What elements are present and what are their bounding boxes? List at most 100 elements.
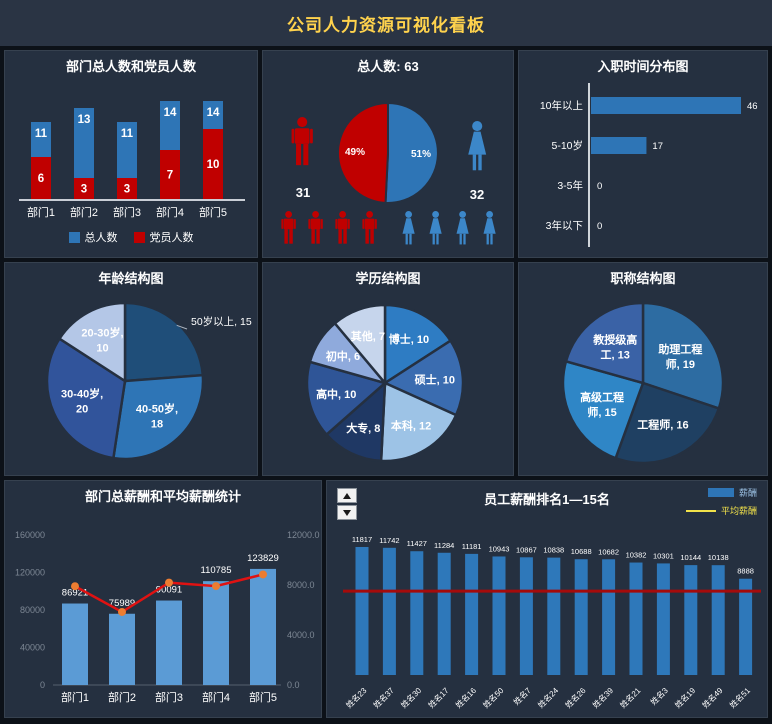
value-label: 17	[652, 141, 663, 152]
employee-name-label: 姓名21	[618, 685, 643, 710]
pie-slice	[111, 373, 205, 461]
legend-item-party: 党员人数	[133, 229, 194, 245]
panel-dept-salary: 部门总薪酬和平均薪酬统计 160000 120000 80000 40000 0 1200…	[4, 480, 322, 718]
party-value-label: 3	[81, 184, 87, 196]
woman-icon	[456, 211, 469, 245]
label-leader-line	[176, 324, 188, 330]
bar-value-label: 10943	[489, 544, 510, 553]
panel-education-structure: 学历结构图 博士, 10 硕士, 10 本科, 12 大专, 8 高中, 10 初中, 6…	[262, 262, 514, 476]
pie-label-line: 18	[151, 418, 163, 430]
bar	[591, 137, 647, 154]
age-pie-chart: 50岁以上, 15 40-50岁, 18 30-40岁, 20 20-30岁, 10	[45, 301, 252, 461]
employee-name-label: 姓名7	[511, 685, 533, 707]
bar-total-segment	[160, 101, 180, 150]
employee-name-label: 姓名23	[344, 685, 369, 710]
chart-title-ranking: 员工薪酬排名1—15名	[484, 492, 610, 507]
bar-value-label: 86921	[62, 588, 88, 599]
chart-title-gender: 总人数: 63	[357, 59, 419, 74]
value-label: 46	[747, 101, 758, 112]
bar	[656, 563, 670, 675]
right-axis-tick: 4000.0	[287, 630, 315, 640]
data-point-marker	[118, 607, 126, 616]
man-icon	[291, 117, 313, 166]
employee-name-label: 姓名30	[399, 685, 424, 710]
right-axis-tick: 12000.0	[287, 530, 320, 540]
category-label: 部门3	[113, 205, 141, 219]
bar-value-label: 10144	[680, 553, 701, 562]
pie-label-line: 教授级高	[592, 332, 637, 346]
data-point-marker	[71, 582, 79, 591]
legend-label-total: 总人数	[84, 232, 118, 244]
right-axis-tick: 0.0	[287, 680, 300, 690]
bar	[410, 551, 424, 675]
bar	[250, 568, 276, 685]
spin-down-button[interactable]	[337, 505, 357, 520]
pie-slice	[384, 101, 439, 204]
chart-title-hire: 入职时间分布图	[597, 59, 689, 74]
triangle-up-icon	[343, 492, 351, 499]
category-label: 3-5年	[557, 179, 583, 192]
total-value-label: 14	[164, 107, 177, 119]
pie-label: 教授级高工, 13	[592, 332, 637, 361]
bar	[492, 556, 506, 675]
bar	[711, 565, 725, 675]
data-point-marker	[212, 582, 220, 591]
percent-label: 51%	[411, 149, 431, 160]
bar-value-label: 123829	[247, 553, 279, 564]
category-label: 5-10岁	[551, 139, 583, 152]
pie-slice	[561, 359, 645, 460]
panel-salary-ranking: 员工薪酬排名1—15名 薪酬 平均薪酬 11817 姓名23 11742 姓名37 11…	[326, 480, 768, 718]
pie-label: 大专, 8	[346, 421, 380, 435]
man-icon	[362, 211, 377, 244]
bar-value-label: 10838	[543, 546, 564, 555]
pie-slice	[336, 101, 389, 204]
category-label: 3年以下	[546, 219, 583, 232]
female-count-label: 32	[470, 187, 484, 202]
panel-dept-headcount: 部门总人数和党员人数 11 6 部门1 13 3 部门2 11 3 部门3 14 7 部门4 14 10 部…	[4, 50, 258, 258]
pie-label-line: 助理工程	[658, 342, 702, 356]
bar	[437, 552, 451, 675]
pie-label: 高级工程师, 15	[580, 390, 624, 419]
employee-name-label: 姓名16	[453, 685, 478, 710]
pie-label-line: 工程师, 16	[637, 417, 688, 431]
pie-label-line: 高中, 10	[316, 387, 356, 401]
category-label: 部门3	[155, 690, 183, 704]
jobtitle-pie-chart: 助理工程师, 19 工程师, 16 高级工程师, 15 教授级高工, 13	[561, 301, 725, 465]
bar-value-label: 10301	[653, 551, 674, 560]
employee-name-label: 姓名26	[563, 685, 588, 710]
data-point-marker	[259, 570, 267, 579]
party-value-label: 3	[124, 184, 130, 196]
legend-label-party: 党员人数	[149, 232, 194, 244]
ranking-legend: 薪酬 平均薪酬	[685, 486, 757, 522]
gender-pie-chart: 51% 49% 31 32	[281, 101, 496, 245]
category-label: 部门1	[61, 690, 89, 704]
pie-slice	[564, 301, 645, 385]
dept-stacked-bar-chart: 11 6 部门1 13 3 部门2 11 3 部门3 14 7 部门4 14 10 部门5	[19, 101, 245, 219]
chart-title-salary: 部门总薪酬和平均薪酬统计	[84, 489, 241, 504]
woman-icon	[402, 211, 415, 245]
category-label: 部门4	[202, 690, 230, 704]
bar	[203, 581, 229, 685]
dept-legend: 总人数 党员人数	[5, 229, 257, 245]
left-axis-tick: 160000	[15, 530, 45, 540]
spin-up-button[interactable]	[337, 488, 357, 503]
left-axis-tick: 120000	[15, 568, 45, 578]
total-value-label: 14	[207, 107, 220, 119]
bar-party-segment	[203, 129, 223, 199]
pie-slice	[641, 301, 725, 411]
category-label: 部门4	[156, 205, 184, 219]
category-label: 部门1	[27, 205, 55, 219]
bar	[547, 557, 561, 675]
bar	[465, 553, 479, 675]
woman-icon	[429, 211, 442, 245]
bar	[109, 613, 135, 685]
legend-swatch-avg-salary	[685, 509, 716, 512]
bar-value-label: 11817	[352, 535, 372, 544]
pie-label-line: 本科, 12	[391, 419, 431, 433]
bar-value-label: 11284	[434, 541, 454, 550]
education-pie-chart: 博士, 10 硕士, 10 本科, 12 大专, 8 高中, 10 初中, 6 其他, 7	[305, 303, 465, 463]
pie-slice	[57, 301, 127, 384]
pie-label: 工程师, 16	[637, 417, 688, 431]
pie-label-line: 师, 19	[666, 357, 695, 371]
woman-icon	[483, 211, 496, 245]
